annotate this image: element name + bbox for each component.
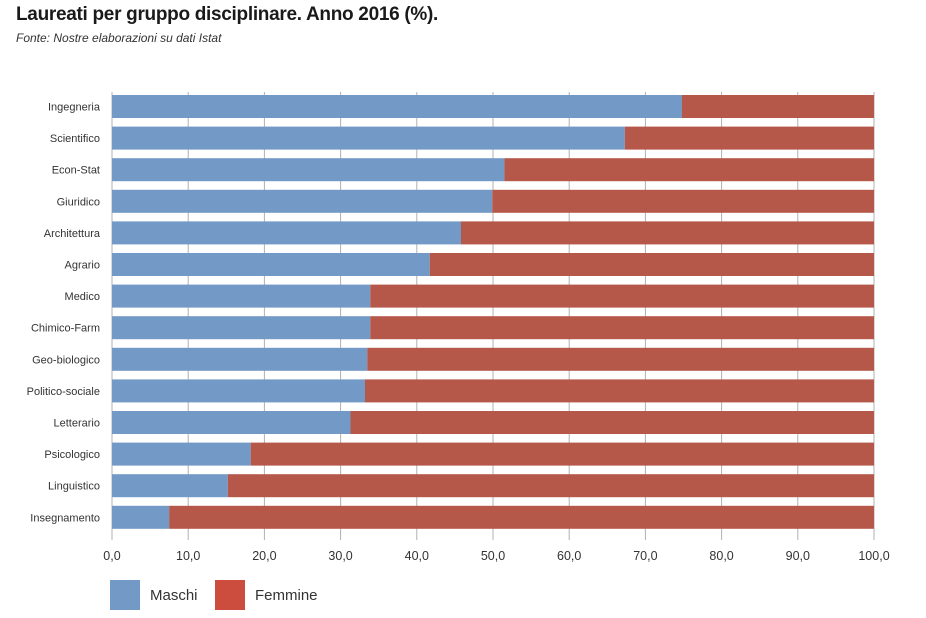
bar-femmine [169,505,874,529]
bar-femmine [492,189,874,213]
bar-femmine [504,158,874,182]
x-tick-label: 100,0 [858,549,889,563]
x-tick-label: 90,0 [786,549,810,563]
category-label: Linguistico [48,481,100,493]
category-label: Insegnamento [30,512,100,524]
chart-source: Fonte: Nostre elaborazioni su dati Istat [16,31,222,45]
category-label: Giuridico [57,196,100,208]
bar-maschi [112,379,365,403]
category-label: Scientifico [50,133,100,145]
x-tick-label: 30,0 [328,549,352,563]
legend-femmine-swatch [215,580,245,610]
legend-maschi-label: Maschi [150,586,198,604]
bar-maschi [112,442,251,466]
bar-maschi [112,474,228,498]
category-label: Letterario [54,418,100,430]
x-tick-label: 50,0 [481,549,505,563]
bar-maschi [112,221,461,245]
bar-maschi [112,284,371,308]
x-tick-label: 40,0 [405,549,429,563]
category-label: Agrario [65,260,100,272]
bar-maschi [112,347,368,371]
bar-femmine [367,347,874,371]
bar-maschi [112,126,625,150]
bar-femmine [460,221,874,245]
legend-maschi: Maschi [110,580,198,610]
bar-femmine [681,95,874,118]
x-tick-label: 80,0 [709,549,733,563]
bar-femmine [370,316,874,340]
x-tick-label: 20,0 [252,549,276,563]
category-label: Ingegneria [48,102,101,114]
category-label: Chimico-Farm [31,323,100,335]
bar-femmine [429,253,874,276]
legend-femmine-label: Femmine [255,586,318,604]
category-labels: Ingegneria Scientifico Econ-Stat Giuridico A… [27,102,101,525]
bar-maschi [112,253,430,276]
category-label: Architettura [44,228,101,240]
category-label: Psicologico [44,449,100,461]
bar-femmine [250,442,874,466]
category-label: Politico-sociale [27,386,100,398]
bar-femmine [227,474,875,498]
chart-title: Laureati per gruppo disciplinare. Anno 2… [16,4,438,25]
x-tick-label: 60,0 [557,549,581,563]
bar-femmine [350,411,875,434]
legend-maschi-swatch [110,580,140,610]
category-label: Medico [65,291,100,303]
bar-maschi [112,189,493,213]
bars [112,95,875,529]
bar-maschi [112,95,682,118]
category-label: Geo-biologico [32,354,100,366]
bar-maschi [112,158,505,182]
x-axis-ticks: 0,0 10,0 20,0 30,0 40,0 50,0 60,0 70,0 80,0 90,0 1… [103,549,889,563]
category-label: Econ-Stat [52,165,100,177]
bar-maschi [112,316,371,340]
x-tick-label: 70,0 [633,549,657,563]
bar-femmine [364,379,874,403]
bar-femmine [624,126,874,150]
stacked-bar-chart: Ingegneria Scientifico Econ-Stat Giuridico A… [27,92,890,563]
bar-maschi [112,505,170,529]
x-tick-label: 0,0 [103,549,120,563]
bar-femmine [370,284,874,308]
bar-maschi [112,411,351,434]
x-tick-label: 10,0 [176,549,200,563]
legend-femmine: Femmine [215,580,318,610]
